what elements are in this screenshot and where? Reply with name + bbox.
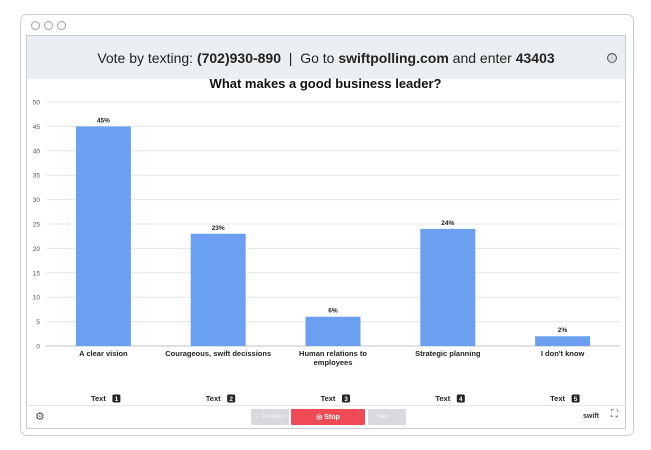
y-tick-label: 15 — [33, 270, 41, 277]
text-key-number: 5 — [574, 396, 578, 403]
bar-value-label: 2% — [558, 327, 568, 334]
bar-value-label: 24% — [441, 220, 454, 227]
settings-icon[interactable]: ⚙ — [35, 410, 45, 423]
vote-prefix: Vote by texting: — [97, 49, 197, 66]
goto-prefix: Go to — [300, 49, 339, 66]
category-label: Courageous, swift decissions — [165, 349, 271, 358]
window-titlebar — [21, 15, 633, 36]
y-tick-label: 10 — [33, 295, 41, 302]
bar-value-label: 45% — [97, 117, 110, 124]
text-key-number: 2 — [229, 396, 233, 403]
text-key-label: Text — [206, 394, 221, 403]
next-button[interactable]: Next → — [368, 409, 406, 425]
info-icon[interactable]: ⓘ — [607, 53, 617, 63]
fullscreen-icon[interactable]: ⛶ — [611, 409, 618, 420]
bar — [420, 228, 476, 346]
y-tick-label: 0 — [36, 344, 40, 351]
brand-logo: swift — [583, 413, 599, 420]
poll-code: 43403 — [515, 49, 555, 66]
bar — [190, 233, 246, 346]
chart-title: What makes a good business leader? — [209, 76, 442, 91]
text-key-badge — [456, 394, 465, 403]
text-key-label: Text — [321, 394, 336, 403]
text-key-badge — [571, 394, 580, 403]
y-tick-label: 20 — [33, 246, 41, 253]
presentation-footer: ⚙ ← Previous ◎ Stop Next → swift ⛶ — [26, 405, 626, 429]
bar-value-label: 6% — [328, 308, 338, 315]
window-control-dot[interactable] — [31, 21, 40, 30]
text-key-badge — [227, 394, 236, 403]
category-label: A clear vision — [79, 349, 128, 358]
window-control-dot[interactable] — [57, 21, 66, 30]
window-control-dot[interactable] — [44, 21, 53, 30]
y-tick-label: 50 — [33, 100, 41, 107]
category-label: I don't know — [541, 349, 585, 358]
y-tick-label: 5 — [36, 319, 40, 326]
y-tick-label: 30 — [33, 197, 41, 204]
text-key-badge — [112, 394, 121, 403]
previous-button[interactable]: ← Previous — [251, 409, 289, 425]
bar — [535, 336, 591, 346]
text-key-label: Text — [550, 394, 565, 403]
header-separator: | — [281, 49, 301, 66]
stop-button[interactable]: ◎ Stop — [291, 409, 365, 425]
text-key-number: 1 — [115, 396, 119, 403]
voting-instructions-header: Vote by texting: (702)930-890 | Go to sw… — [26, 35, 626, 79]
y-tick-label: 25 — [33, 222, 41, 229]
category-label: Human relations to — [299, 349, 367, 358]
category-label: Strategic planning — [415, 349, 481, 358]
text-key-badge — [342, 394, 350, 403]
text-key-label: Text — [435, 394, 450, 403]
y-tick-label: 35 — [33, 173, 41, 180]
text-key-label: Text — [91, 394, 106, 403]
bar — [75, 126, 131, 347]
poll-site-link[interactable]: swiftpolling.com — [338, 49, 449, 66]
y-tick-label: 45 — [33, 124, 41, 131]
text-key-number: 4 — [459, 396, 463, 403]
enter-text: and enter — [448, 49, 516, 66]
text-key-number: 3 — [344, 396, 348, 403]
bar — [305, 316, 361, 346]
phone-number: (702)930-890 — [196, 49, 281, 66]
y-tick-label: 40 — [33, 148, 41, 155]
bar-value-label: 23% — [212, 225, 225, 232]
category-label: employees — [314, 358, 353, 367]
